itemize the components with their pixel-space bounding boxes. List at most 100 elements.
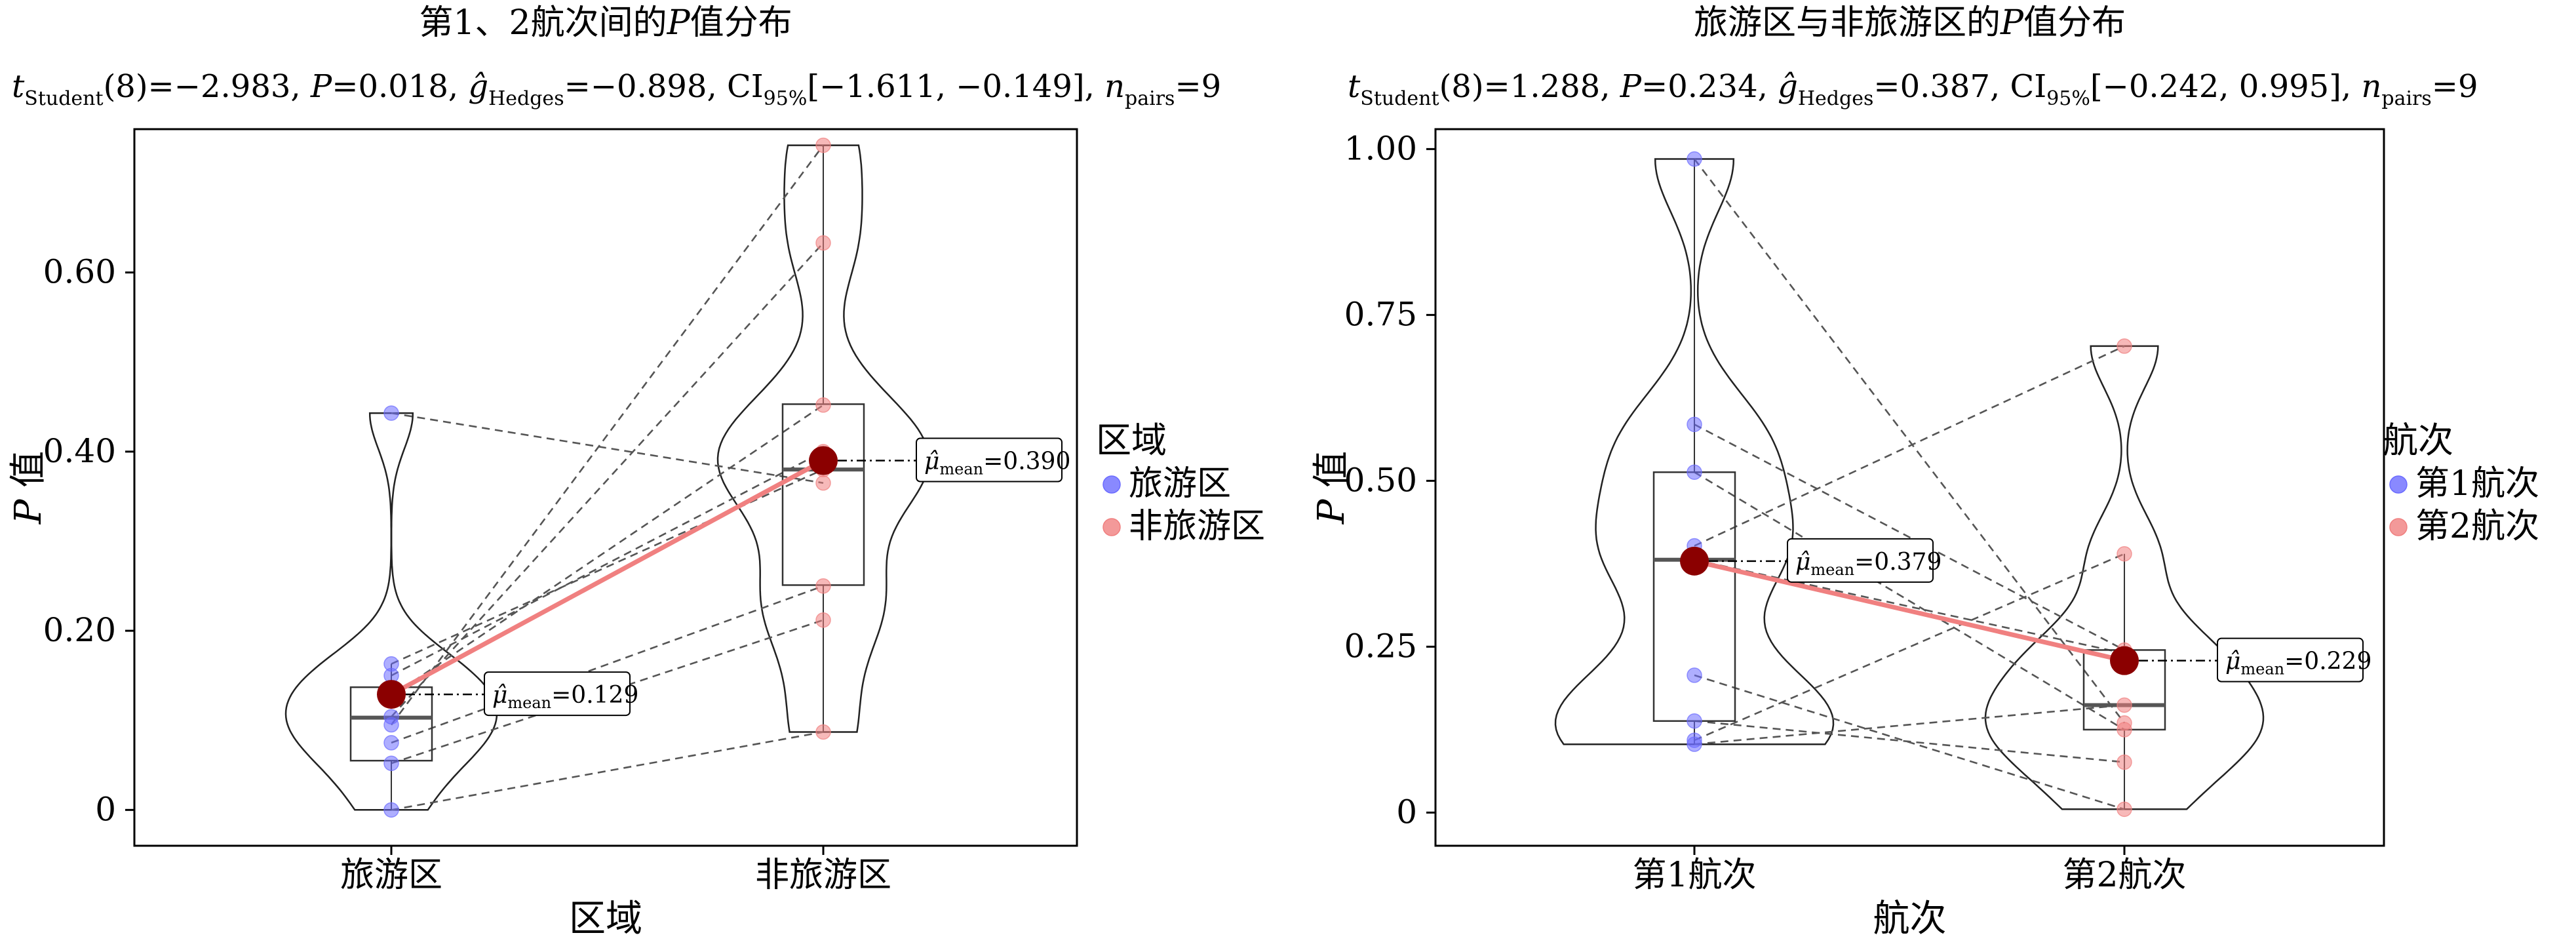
data-point [2117,801,2132,818]
data-point [815,578,831,594]
mean-label-value: =0.229 [2284,648,2371,675]
y-axis-label: P 值 [1310,451,1353,525]
stat-ci-value: [−0.242, 0.995], [2090,68,2362,105]
mean-label-value: =0.379 [1854,549,1942,576]
chart-subtitle: tStudent(8)=−2.983, P=0.018, ĝHedges=−0.… [12,68,1221,110]
plot-frame [1434,128,2385,847]
data-point [1687,713,1702,729]
mean-point [1680,546,1709,576]
title-text-italic: P [667,3,691,43]
mean-point [2110,646,2139,675]
legend-marker [1103,518,1121,536]
stat-t: t [12,68,25,105]
stat-n-value: =9 [2432,68,2478,105]
title-text-italic: P [2000,3,2024,43]
y-axis-label-text: 值 [7,451,50,500]
x-tick-label: 非旅游区 [755,856,891,895]
stat-g: ĝ [468,68,488,105]
mean-label-box [2217,637,2364,683]
mean-label: μ̂mean=0.390 [924,448,1070,479]
stat-n-sub: pairs [1125,87,1175,110]
data-point [815,235,831,251]
stat-t-value: (8)=1.288, [1439,68,1620,105]
data-point [1687,416,1702,433]
mean-label-sub: mean [507,694,551,712]
data-point [1687,667,1702,683]
mean-line [1694,559,2125,663]
legend-entry: 非旅游区 [1129,507,1265,546]
mean-label: μ̂mean=0.379 [1795,549,1942,579]
title-text: 旅游区与非旅游区的 [1694,3,2000,43]
y-tick-label: 0.60 [43,253,116,291]
x-tick-label: 旅游区 [340,856,442,895]
y-tick-label: 1.00 [1344,129,1417,167]
y-tick-label: 0 [95,790,116,828]
stat-t: t [1348,68,1361,105]
mean-point [377,680,406,709]
pair-line [1694,345,2125,547]
y-axis-label-text: 值 [1310,451,1353,500]
y-tick-label: 0.50 [1344,461,1417,499]
legend-marker [1103,475,1121,494]
data-point [2117,697,2132,713]
pair-line [391,585,824,744]
data-point [383,802,399,818]
y-tick-label: 0.75 [1344,295,1417,333]
x-axis-label: 航次 [1873,898,1947,940]
mean-label-box [484,671,631,717]
stat-g: ĝ [1778,68,1798,105]
data-point [2117,545,2132,562]
stat-n: n [2361,68,2381,105]
x-axis-label: 区域 [569,898,642,940]
violin-1 [284,412,498,811]
stat-ci-sub: 95% [2046,87,2090,110]
legend-marker [2389,475,2408,494]
legend-title: 航次 [2383,420,2453,461]
stat-t-value: (8)=−2.983, [104,68,311,105]
data-point [1687,151,1702,167]
stat-g-value: =−0.898, CI [564,68,764,105]
mean-label-mu: μ̂ [1795,549,1810,576]
mean-line [390,458,825,697]
data-point [383,735,399,751]
pair-line [391,731,824,811]
data-point [815,137,831,153]
mean-label-mu: μ̂ [492,682,507,709]
stat-p-value: =0.234, [1641,68,1778,105]
y-axis-label-italic: P [1310,498,1353,524]
mean-label-mu: μ̂ [2225,648,2240,675]
pair-line [391,242,824,718]
title-text: 值分布 [690,3,792,43]
data-point [815,397,831,413]
legend-entry: 旅游区 [1129,464,1231,504]
pair-line [1693,158,2126,724]
mean-label-sub: mean [2240,660,2284,679]
mean-point [809,446,838,475]
data-point [383,405,399,421]
stat-g-sub: Hedges [1798,87,1873,110]
pair-line [391,404,824,697]
stat-p: P [1620,68,1642,105]
data-point [2117,715,2132,731]
mean-label-box [916,437,1063,483]
data-point [815,724,831,740]
title-text: 第1、2航次间的 [419,3,667,43]
pair-line [1694,704,2125,745]
mean-label-value: =0.390 [983,448,1070,475]
y-tick-label: 0.40 [43,432,116,470]
legend-entry: 第1航次 [2415,464,2539,504]
data-point [383,709,399,725]
legend-marker [2389,518,2408,536]
data-point [815,612,831,628]
legend-title: 区域 [1096,420,1167,461]
mean-label-value: =0.129 [551,682,638,709]
pair-line [391,412,824,484]
stat-g-value: =0.387, CI [1873,68,2046,105]
stat-t-sub: Student [1360,87,1439,110]
stat-p: P [310,68,332,105]
pair-line [390,144,825,726]
x-tick-label: 第2航次 [2062,856,2186,895]
stat-g-sub: Hedges [488,87,564,110]
